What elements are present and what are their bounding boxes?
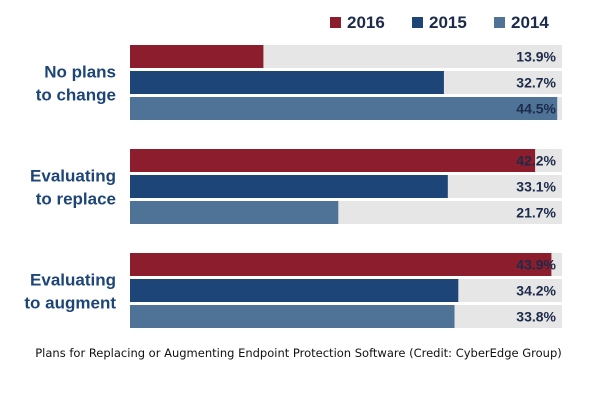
data-label: 33.1%	[516, 179, 556, 195]
category-label: to replace	[36, 190, 116, 209]
legend-swatch-2016	[330, 17, 341, 28]
bar	[130, 97, 558, 120]
bar	[130, 149, 536, 172]
legend-label-2014: 2014	[511, 13, 549, 32]
data-label: 32.7%	[516, 75, 556, 91]
chart-caption: Plans for Replacing or Augmenting Endpoi…	[35, 346, 562, 360]
data-label: 33.8%	[516, 309, 556, 325]
category-label: Evaluating	[30, 167, 116, 186]
bar	[130, 279, 459, 302]
bar	[130, 201, 339, 224]
category-label: to change	[36, 86, 116, 105]
bar	[130, 175, 448, 198]
category-label: No plans	[44, 63, 116, 82]
data-label: 21.7%	[516, 205, 556, 221]
data-label: 44.5%	[516, 101, 556, 117]
legend-swatch-2015	[412, 17, 423, 28]
data-label: 43.9%	[516, 257, 556, 273]
data-label: 42.2%	[516, 153, 556, 169]
legend-label-2015: 2015	[429, 13, 467, 32]
data-label: 34.2%	[516, 283, 556, 299]
bar	[130, 71, 444, 94]
bar	[130, 45, 264, 68]
bar	[130, 253, 552, 276]
legend-label-2016: 2016	[347, 13, 385, 32]
legend-swatch-2014	[494, 17, 505, 28]
category-label: to augment	[24, 294, 116, 313]
category-label: Evaluating	[30, 271, 116, 290]
bar	[130, 305, 455, 328]
data-label: 13.9%	[516, 49, 556, 65]
